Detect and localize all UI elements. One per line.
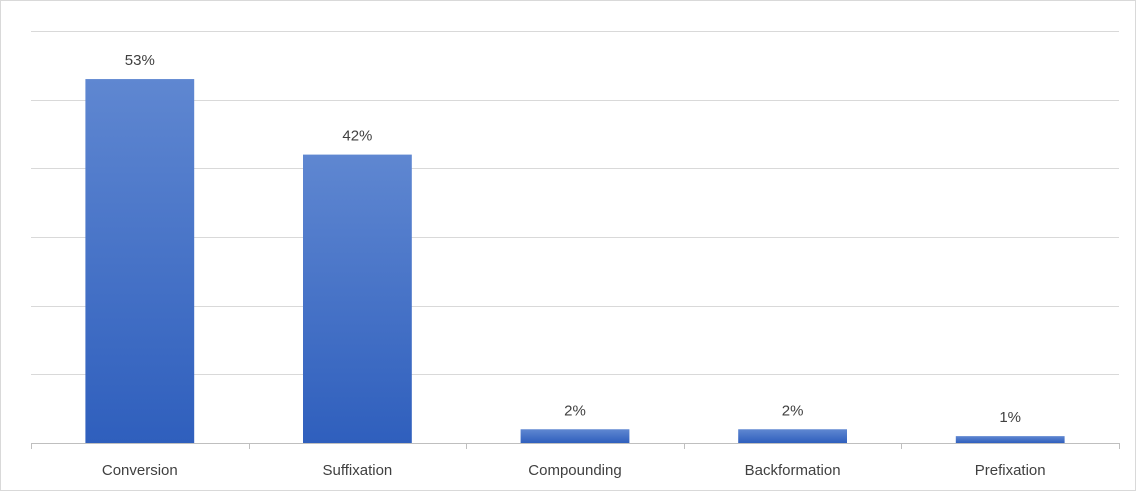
bar-conversion [85,79,195,444]
category-label-backformation: Backformation [745,462,841,479]
category-label-prefixation: Prefixation [975,462,1046,479]
bars [85,79,1065,444]
gridlines [31,31,1119,375]
category-label-conversion: Conversion [102,462,178,479]
data-label-suffixation: 42% [342,128,372,145]
bar-compounding [520,429,630,443]
bar-prefixation [955,436,1065,443]
bar-backformation [738,429,847,443]
data-label-conversion: 53% [125,52,155,69]
data-label-compounding: 2% [564,402,586,419]
data-label-backformation: 2% [782,402,804,419]
data-label-prefixation: 1% [999,409,1021,426]
category-label-compounding: Compounding [528,462,621,479]
labels: 53% Conversion 42% Suffixation 2% Compounding… [102,52,1046,479]
category-label-suffixation: Suffixation [323,462,393,479]
x-axis [31,443,1120,449]
bar-suffixation [303,154,412,443]
